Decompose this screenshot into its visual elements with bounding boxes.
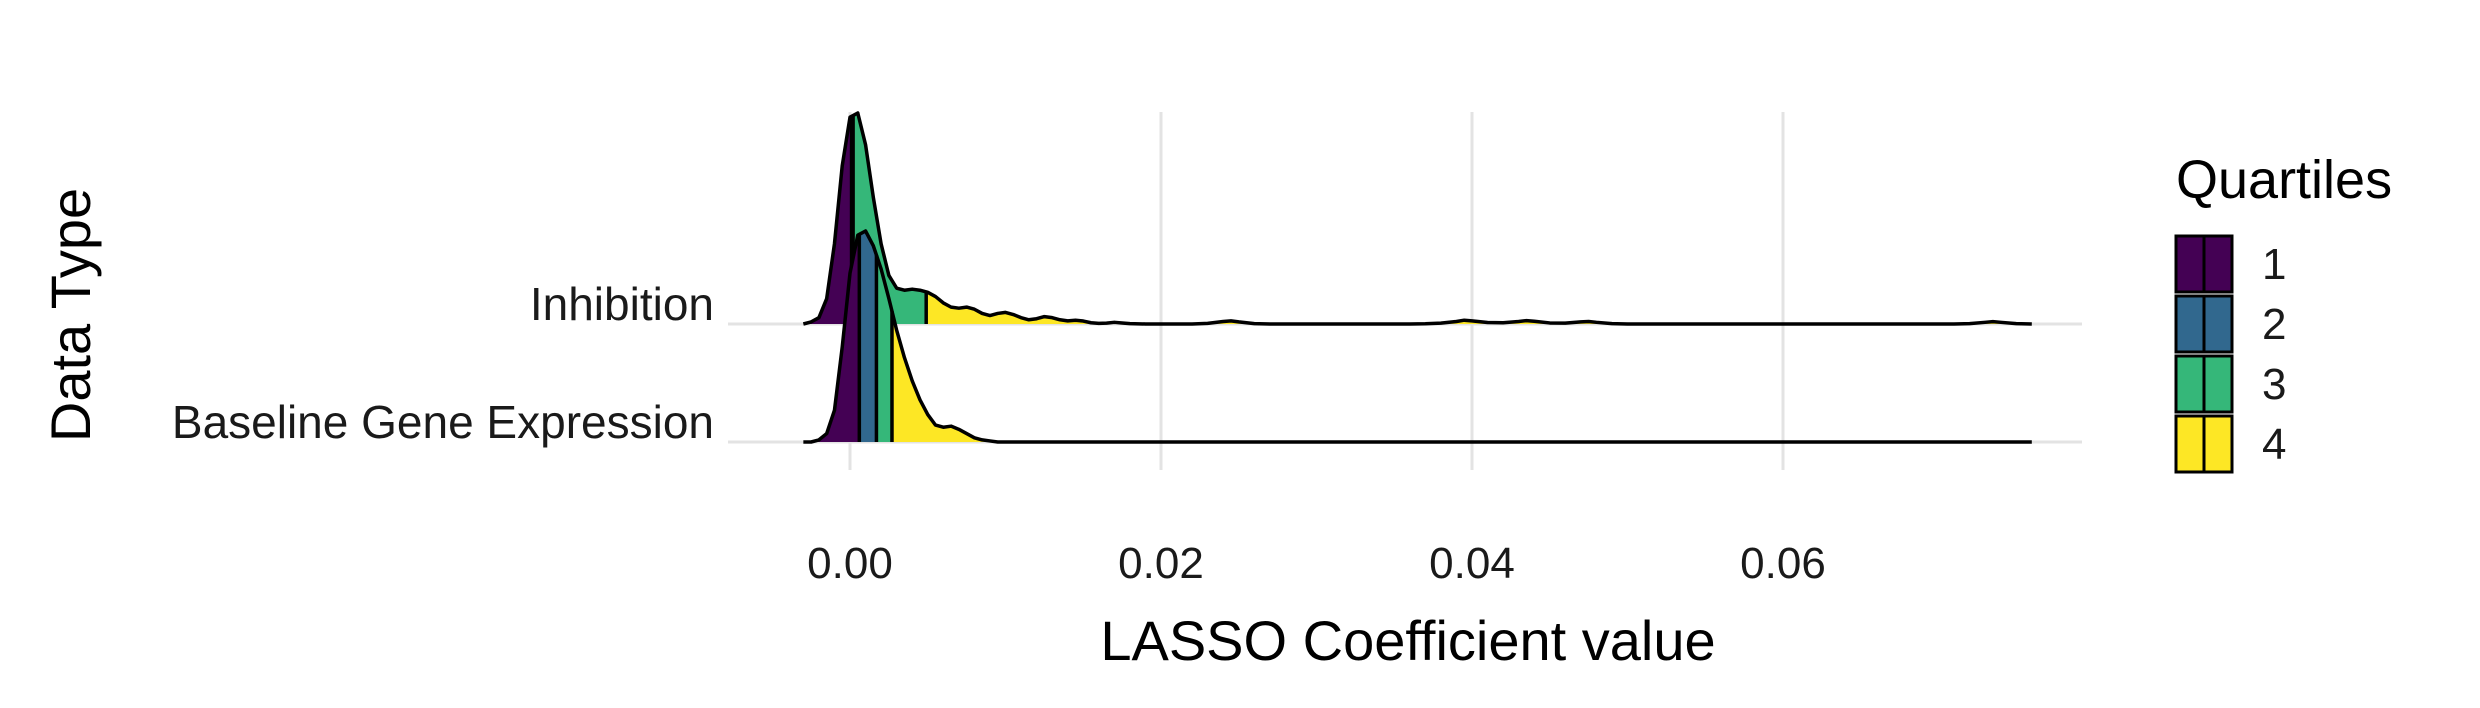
quartile-1-area (803, 234, 860, 442)
quartile-4-area (891, 311, 2032, 442)
quartile-2-area (859, 231, 877, 442)
category-label: Baseline Gene Expression (172, 396, 714, 448)
y-axis-title: Data Type (39, 188, 102, 442)
legend-item: 3 (2174, 354, 2286, 414)
legend-item: 1 (2174, 234, 2286, 294)
legend-label: 1 (2262, 240, 2286, 289)
legend-items: 1 2 3 4 (2174, 234, 2286, 474)
quartile-4-area (926, 291, 2032, 324)
legend-item: 2 (2174, 294, 2286, 354)
x-tick-label: 0.00 (807, 539, 893, 588)
category-label: Inhibition (530, 278, 714, 330)
density-outline (803, 229, 2032, 444)
axis-labels: 0.00 0.02 0.04 0.06 Baseline Gene Expression… (172, 278, 1826, 588)
x-tick-label: 0.04 (1429, 539, 1515, 588)
legend-label: 4 (2262, 420, 2286, 469)
quartile-1-area (803, 116, 852, 324)
legend-item: 4 (2174, 414, 2286, 474)
x-tick-label: 0.02 (1118, 539, 1204, 588)
ridges (802, 111, 2032, 444)
legend: Quartiles 1 2 3 4 (2174, 150, 2392, 474)
density-outline (802, 111, 2032, 326)
legend-label: 3 (2262, 360, 2286, 409)
x-axis-title: LASSO Coefficient value (1100, 609, 1715, 672)
legend-label: 2 (2262, 300, 2286, 349)
x-tick-label: 0.06 (1740, 539, 1826, 588)
ridge-1 (802, 111, 2032, 326)
ridge-0 (803, 229, 2032, 444)
legend-title: Quartiles (2176, 150, 2392, 210)
